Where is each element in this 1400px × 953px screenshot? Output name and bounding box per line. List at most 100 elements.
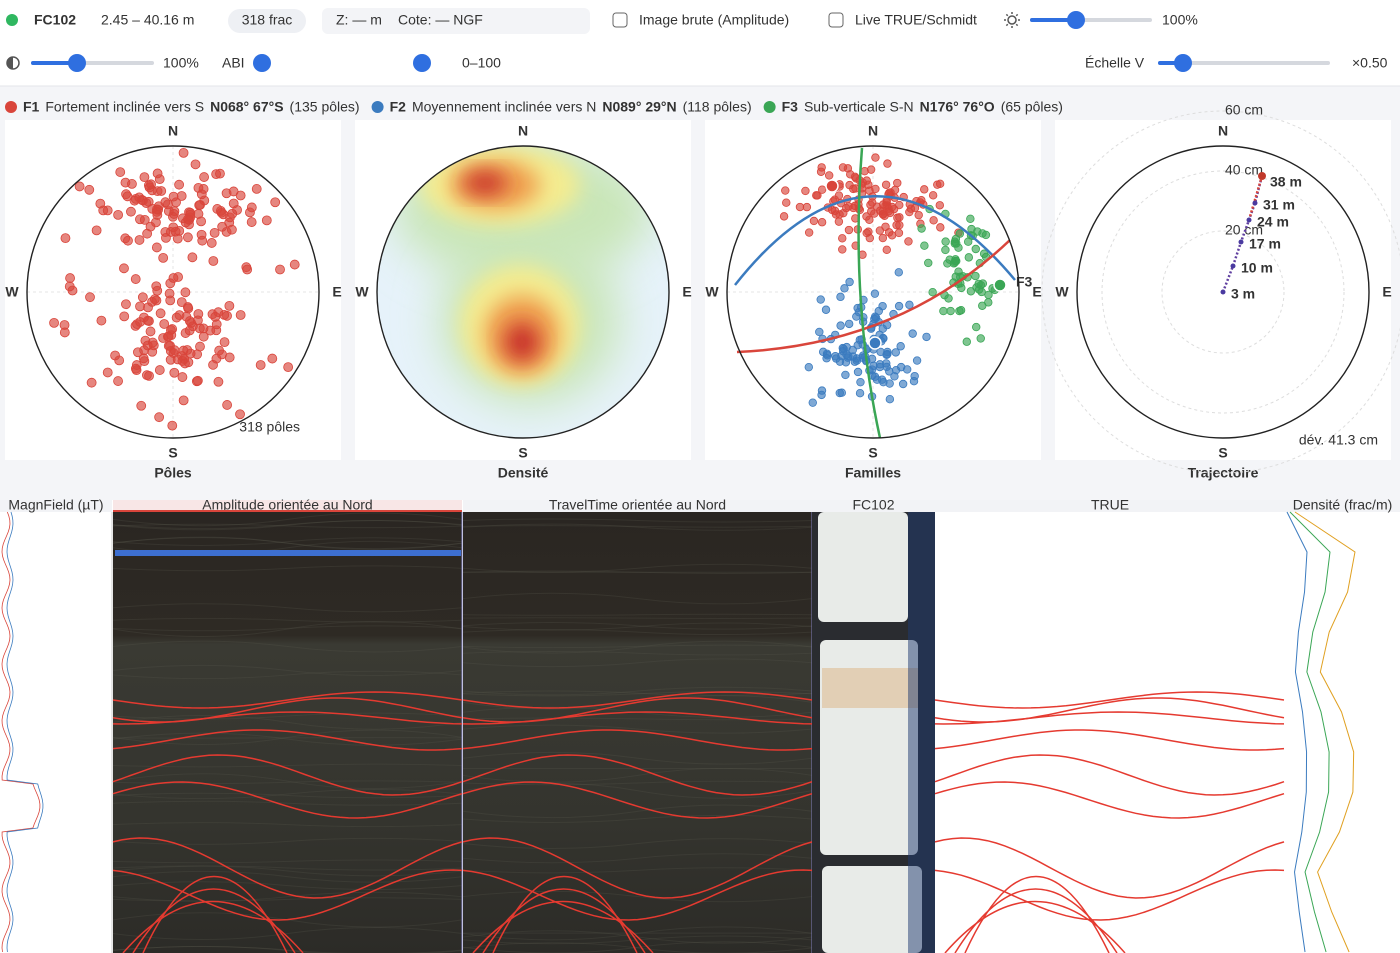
pole [841,370,850,380]
pole [966,214,975,224]
rock-texture [462,622,813,631]
checkbox[interactable] [828,12,844,28]
pole [967,224,976,234]
net-outline [1076,145,1370,439]
slider-knob[interactable] [413,54,431,72]
family-orientation: N089° 29°N [602,99,676,115]
pole [981,230,991,240]
pole [119,311,130,322]
pole [135,301,145,312]
track-title: FC102 [852,497,894,513]
slider-knob[interactable] [253,54,271,72]
pole [130,274,141,284]
pole [168,191,179,202]
pole [824,171,834,180]
pole [198,331,209,342]
rock-texture [112,715,463,730]
pole [893,213,902,222]
pole [136,400,147,411]
log-curve [1,511,41,953]
fracture-trace [142,876,288,953]
density-blob [463,171,507,195]
pole [96,315,107,326]
station [1230,263,1236,269]
pole [855,388,865,398]
pole [168,222,179,233]
pole [933,180,942,189]
pole [920,185,929,194]
pole [60,233,71,244]
slider-knob[interactable] [68,54,86,72]
selection-bar[interactable] [115,550,461,556]
panel-title: Familles [845,465,901,481]
pole [844,225,854,235]
pole [884,228,894,237]
track-header [1285,500,1400,512]
pole [817,185,827,194]
pole [831,210,841,219]
net-outline [376,145,670,439]
track-title: Amplitude orientée au Nord [202,497,372,513]
pole [836,321,845,330]
rock-texture [462,853,813,864]
pole [246,202,257,213]
pole [878,200,888,209]
pole [955,306,964,316]
ring [1041,110,1400,474]
pole [808,398,817,407]
pole [180,358,190,369]
pole [85,292,95,303]
fracture-trace [934,711,1285,725]
pole [898,379,908,389]
track-header [812,500,935,512]
rock-texture [112,926,463,941]
pole [963,237,973,246]
pole [183,232,193,243]
rock-texture [462,926,813,941]
pole [844,319,854,329]
pole [946,306,955,316]
pole [917,224,926,233]
track-title: MagnField (µT) [8,497,103,513]
pole [889,204,899,214]
rock-texture [112,881,463,891]
slider-knob[interactable] [1174,54,1192,72]
pole [978,279,988,288]
sun-icon [1007,15,1017,25]
pole [821,305,831,314]
family-count: (135 pôles) [290,99,360,115]
pole [158,252,169,263]
pole [255,360,266,370]
poles-note: 318 pôles [239,419,300,435]
pole [867,365,877,374]
pole [165,346,176,356]
compass-e: E [1382,284,1391,300]
pole [964,253,974,262]
station [1246,217,1252,223]
pole [174,179,185,190]
rock-texture [112,792,463,799]
pole [902,365,912,374]
checkbox[interactable] [612,12,628,28]
fracture-trace [462,754,813,796]
z-readout: Z: — m [336,12,382,28]
pole [113,376,123,386]
pole [816,295,825,304]
pole [49,317,59,328]
rock-texture [462,686,813,696]
pole [127,179,137,189]
pole [891,348,900,357]
pole [795,202,805,212]
rock-texture [462,751,813,765]
fracture-trace [964,876,1110,953]
rock-texture [112,891,463,902]
vscale-value: ×0.50 [1352,55,1388,71]
great-circle [736,239,1011,354]
fracture-trace [462,729,813,751]
pole [878,324,888,333]
sun-ray [1015,13,1019,17]
pole [890,372,899,381]
slider-knob[interactable] [1067,11,1085,29]
rock-texture [462,570,813,575]
